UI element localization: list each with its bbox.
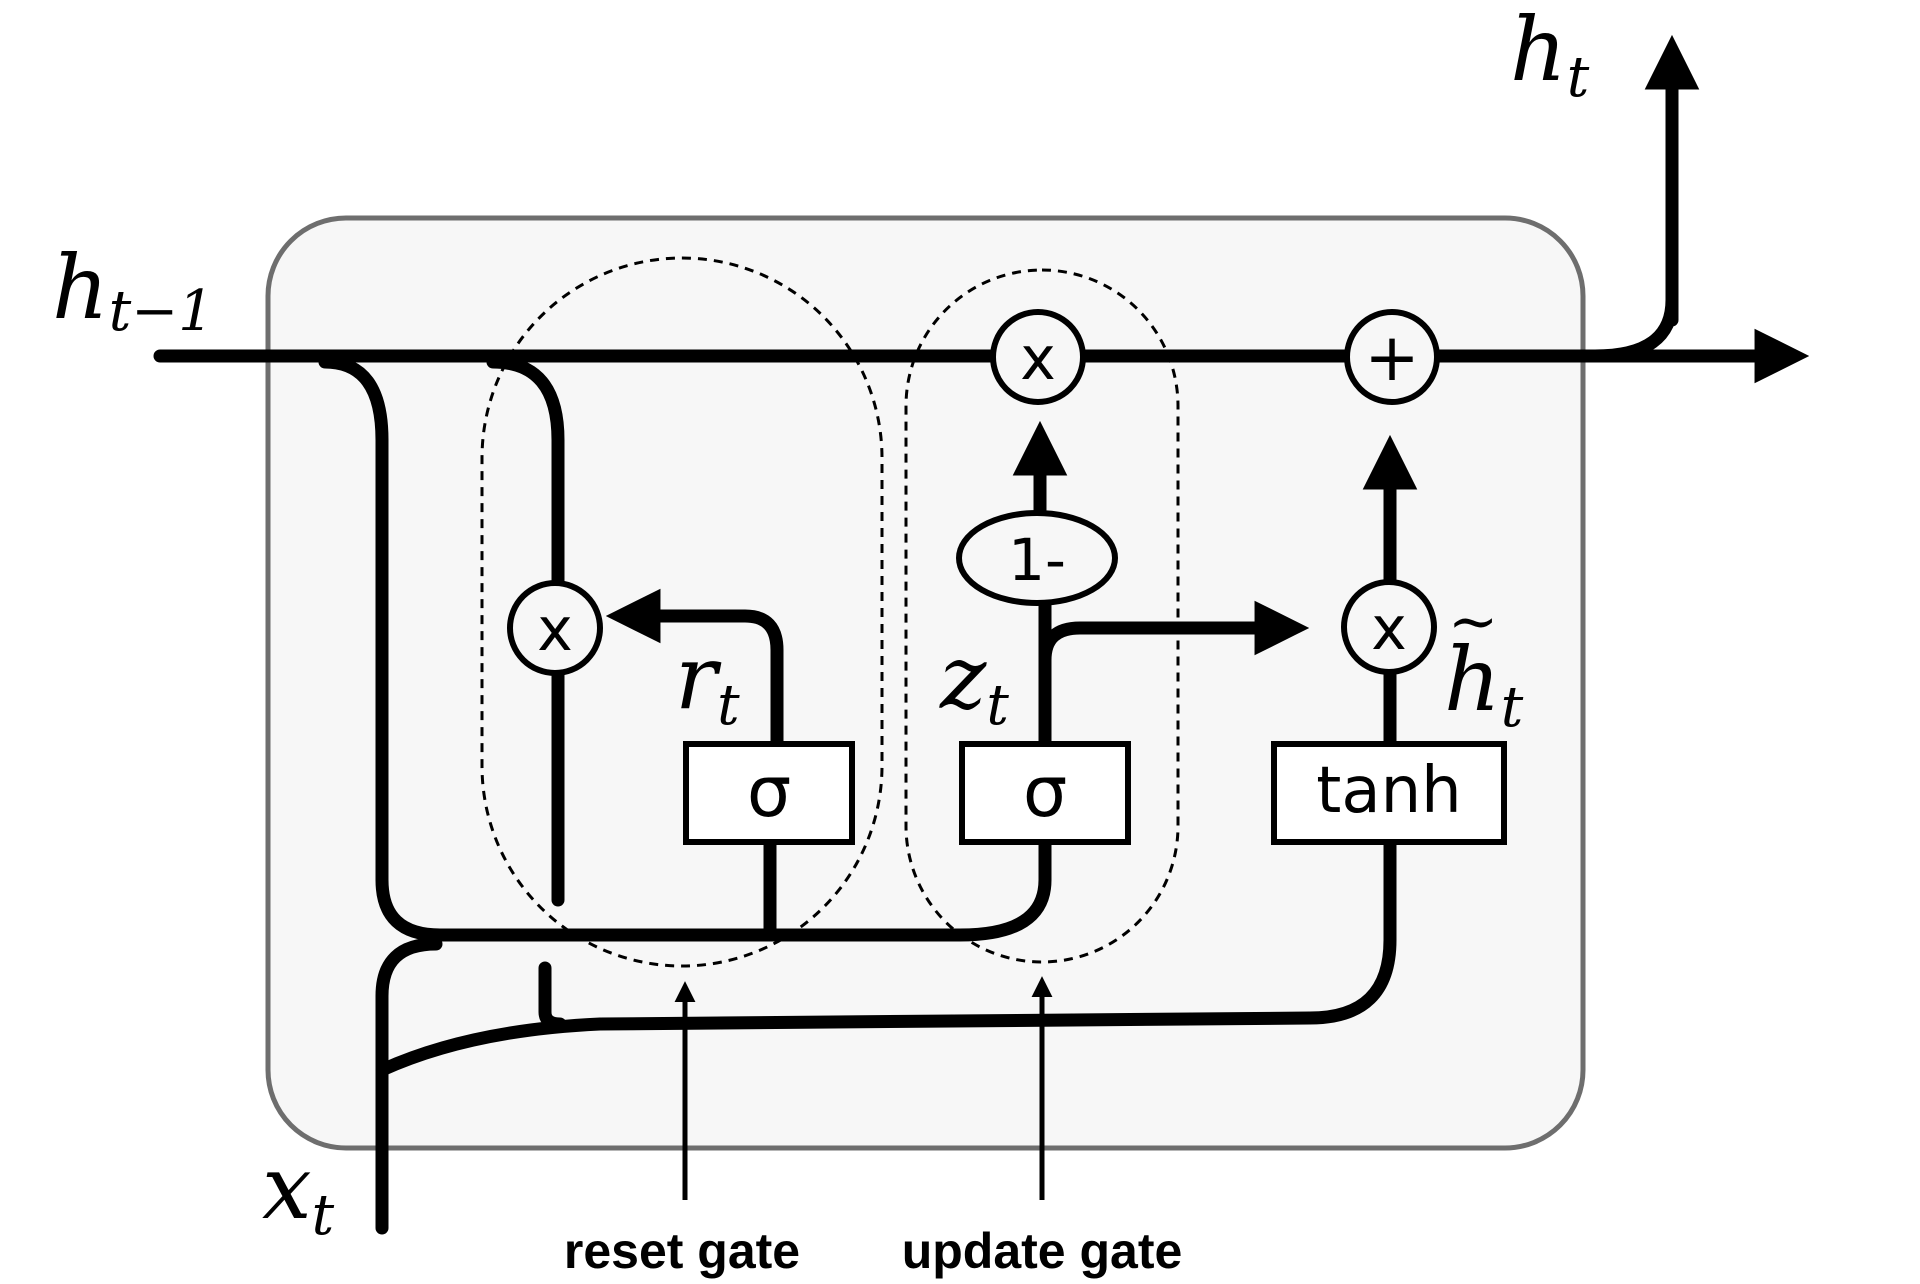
xt-to-tanh: [375, 835, 1397, 1077]
tanh-box: tanh: [1271, 741, 1507, 845]
candidate-multiply-symbol: x: [1371, 594, 1407, 664]
rt-label: rt: [675, 626, 740, 738]
update-gate-label: update gate: [902, 1223, 1183, 1279]
update-sigma-label: σ: [1023, 751, 1067, 833]
xt-base: x: [262, 1136, 312, 1239]
reset-multiply-op: x: [507, 580, 603, 676]
h-tilde-label: ht: [1444, 628, 1524, 740]
update-sigma-box: σ: [959, 741, 1131, 845]
h-tilde-sub: t: [1501, 675, 1524, 740]
update-to-candidate-multiply: [1038, 600, 1310, 667]
input-bus: [318, 355, 1052, 942]
cell-box: [265, 215, 1586, 1151]
reset-vertical-upper: [486, 355, 565, 907]
update-gate-region: [904, 268, 1180, 964]
reset-sigma-box: σ: [683, 741, 855, 845]
one-minus-op: 1-: [956, 510, 1118, 606]
h-tilde-accent: ~: [1448, 587, 1498, 657]
reset-multiply-symbol: x: [537, 595, 573, 665]
update-multiply-symbol: x: [1020, 324, 1056, 394]
xt-sub: t: [312, 1183, 335, 1248]
reset-sigma-to-multiply: [605, 588, 784, 751]
ht-output-sub: t: [1567, 45, 1590, 110]
add-symbol: +: [1364, 319, 1419, 396]
zt-label: zt: [939, 626, 1009, 738]
zt-base: z: [939, 626, 987, 729]
reset-sigma-label: σ: [747, 751, 791, 833]
add-op: +: [1344, 309, 1440, 405]
rt-base: r: [675, 626, 722, 729]
h-prev-base: h: [52, 236, 109, 339]
one-minus-symbol: 1-: [1008, 526, 1066, 594]
zt-sub: t: [986, 673, 1009, 738]
h-tilde-base: h: [1444, 628, 1501, 731]
rt-sub: t: [717, 673, 740, 738]
xt-label: xt: [262, 1136, 335, 1248]
h-prev-sub: t−1: [109, 279, 214, 344]
candidate-multiply-op: x: [1341, 579, 1437, 675]
ht-output-label: ht: [1510, 0, 1590, 110]
tanh-label: tanh: [1316, 754, 1461, 828]
update-multiply-op: x: [990, 309, 1086, 405]
reset-gate-region: [480, 256, 884, 968]
h-prev-label: ht−1: [52, 236, 214, 344]
ht-output-base: h: [1510, 0, 1567, 101]
reset-gate-label: reset gate: [564, 1223, 800, 1279]
xt-input-line: [375, 937, 443, 1235]
